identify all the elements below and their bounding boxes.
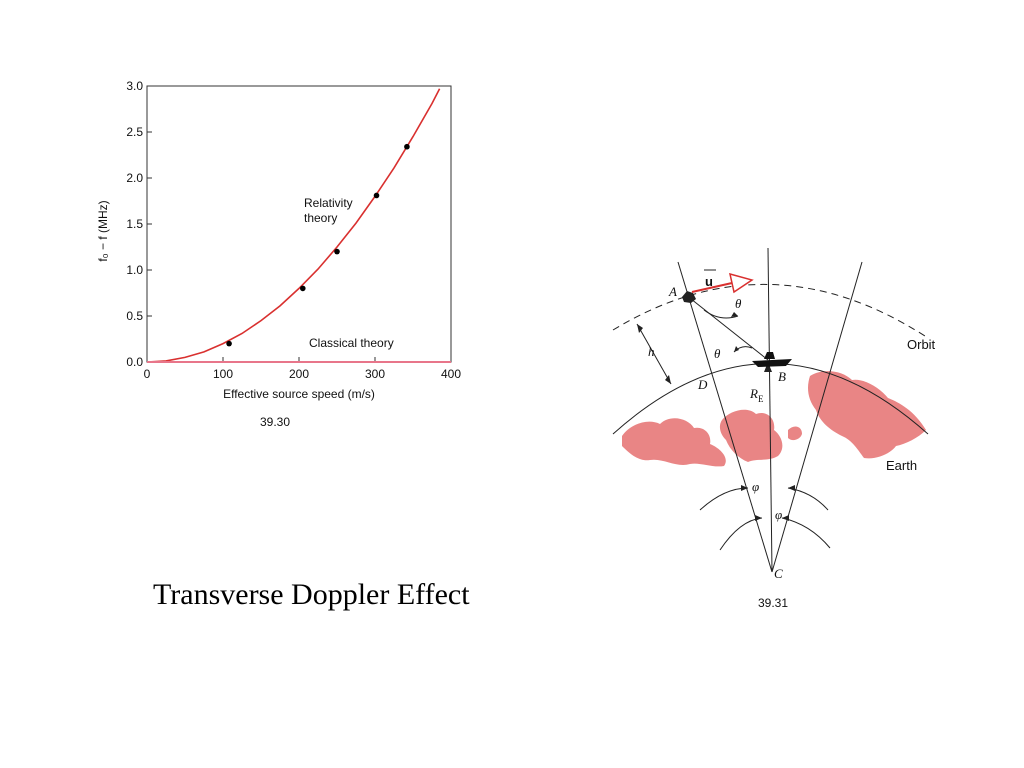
earth-label: Earth	[886, 458, 917, 473]
y-tick-label: 1.5	[126, 217, 143, 231]
orbit-path	[612, 283, 929, 339]
point-d-label: D	[697, 377, 708, 392]
chart-points	[226, 143, 410, 347]
landmass-east	[808, 371, 926, 459]
chart-figure-label: 39.30	[260, 415, 290, 429]
landmass-small	[788, 426, 802, 441]
relativity-annotation-line1: Relativity	[304, 196, 353, 210]
phi-arc-lower-right	[781, 517, 831, 549]
x-tick-label: 0	[144, 367, 151, 381]
earth-radius-label: RE	[749, 386, 764, 404]
theta-arc-top	[703, 309, 739, 319]
phi-arrowhead-lower-right	[782, 515, 789, 521]
x-tick-label: 400	[441, 367, 461, 381]
data-point	[373, 192, 380, 199]
y-tick-label: 1.0	[126, 263, 143, 277]
landmass-west	[622, 418, 726, 467]
phi-arc-left	[699, 487, 749, 511]
radial-line-center	[767, 247, 773, 573]
earth-radius-main: R	[749, 386, 758, 401]
chart-ticks: 0 100 200 300 400 0.0 0.5 1.0 1.5 2.0 2.5 3.0	[126, 79, 461, 381]
phi-arc-right	[787, 487, 829, 511]
theta-label-bottom: θ	[714, 346, 721, 361]
velocity-arrow-shaft	[691, 282, 733, 293]
radius-arrowhead	[764, 362, 772, 372]
radial-line-right	[771, 261, 863, 573]
altitude-dimension	[636, 323, 672, 385]
data-point	[300, 285, 306, 292]
data-point	[404, 143, 410, 150]
y-tick-label: 3.0	[126, 79, 143, 93]
phi-label-right: φ	[775, 507, 782, 522]
y-axis-label: f₀ − f (MHz)	[96, 200, 110, 261]
velocity-arrowhead-icon	[728, 272, 754, 294]
ground-station-icon	[752, 352, 792, 367]
earth-landmasses	[622, 371, 926, 467]
u-label: u	[705, 274, 713, 289]
classical-annotation: Classical theory	[309, 336, 394, 350]
data-point	[226, 340, 232, 347]
phi-arrowhead-lower-left	[755, 515, 762, 521]
earth-radius-subscript: E	[758, 394, 764, 404]
satellite-icon	[682, 291, 696, 303]
chart-series	[146, 88, 451, 363]
y-tick-label: 0.0	[126, 355, 143, 369]
phi-arrowhead-right	[788, 485, 795, 491]
line-of-sight	[685, 294, 769, 361]
y-tick-label: 2.0	[126, 171, 143, 185]
orbit-label: Orbit	[907, 337, 936, 352]
x-tick-label: 300	[365, 367, 385, 381]
x-tick-label: 200	[289, 367, 309, 381]
point-b-label: B	[778, 369, 786, 384]
x-axis-label: Effective source speed (m/s)	[223, 387, 375, 401]
theta-arrowhead-top	[731, 312, 738, 317]
altitude-arrow-bottom	[665, 375, 671, 384]
point-c-label: C	[774, 566, 783, 581]
altitude-arrow-top	[637, 324, 643, 333]
landmass-center	[719, 409, 783, 462]
y-tick-label: 2.5	[126, 125, 143, 139]
point-a-label: A	[668, 284, 677, 299]
data-point	[334, 248, 340, 255]
x-tick-label: 100	[213, 367, 233, 381]
slide-title: Transverse Doppler Effect	[153, 578, 470, 611]
relativity-annotation-line2: theory	[304, 211, 337, 225]
altitude-label: h	[648, 344, 655, 359]
y-tick-label: 0.5	[126, 309, 143, 323]
phi-arc-lower-left	[719, 517, 763, 551]
relativity-theory-curve	[146, 88, 441, 363]
theta-arrowhead-bottom	[734, 346, 739, 352]
phi-arrowhead-left	[741, 485, 748, 491]
diagram-figure-label: 39.31	[758, 596, 788, 610]
theta-label-top: θ	[735, 296, 742, 311]
phi-label-left: φ	[752, 479, 759, 494]
